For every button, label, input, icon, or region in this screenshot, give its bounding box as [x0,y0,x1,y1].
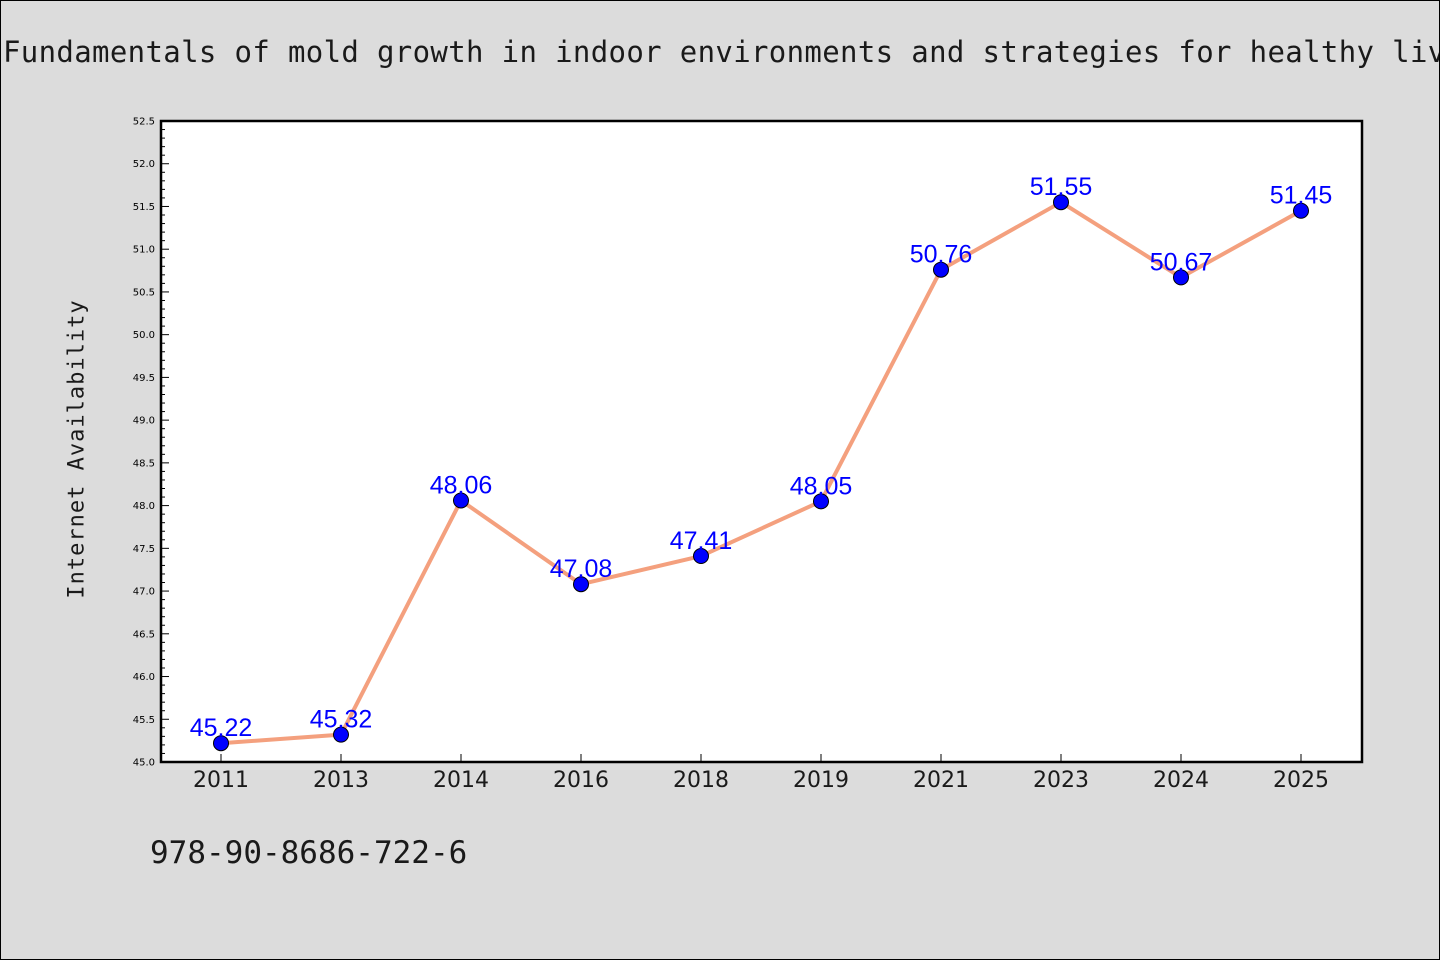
data-label: 50.76 [910,241,973,269]
x-tick-label: 2024 [1153,768,1209,793]
plot-frame [159,119,1364,764]
y-tick-label: 49.5 [133,373,155,384]
isbn-text: 978-90-8686-722-6 [150,835,468,871]
plot-area [161,121,1362,762]
x-tick-label: 2016 [553,768,609,793]
y-tick-label: 51.5 [133,202,155,213]
data-label: 48.06 [430,471,493,499]
chart-title: Fundamentals of mold growth in indoor en… [3,35,1440,69]
data-label: 47.08 [550,555,613,583]
series-line [219,200,1303,746]
y-tick-label: 48.0 [133,501,155,512]
x-tick-label: 2018 [673,768,729,793]
y-tick-label: 51.0 [133,245,155,256]
y-tick-label: 52.5 [133,117,155,128]
y-tick-label: 46.5 [133,629,155,640]
data-point [213,735,229,752]
x-tick-label: 2025 [1273,768,1329,793]
data-label: 48.05 [790,472,853,500]
y-tick-label: 46.0 [133,672,155,683]
x-tick-label: 2013 [313,768,369,793]
y-tick-label: 49.0 [133,416,155,427]
data-label: 45.32 [310,706,373,734]
data-label: 47.41 [670,527,733,555]
x-tick-label: 2011 [193,768,249,793]
data-point [693,548,709,565]
y-tick-label: 45.0 [133,758,155,769]
data-label: 51.45 [1270,182,1333,210]
data-point [1173,269,1189,286]
x-tick-label: 2014 [433,768,489,793]
data-point [573,576,589,593]
data-point [1053,194,1069,211]
y-tick-label: 47.0 [133,587,155,598]
data-point [453,492,469,509]
y-tick-label: 50.5 [133,287,155,298]
data-label: 50.67 [1150,248,1213,276]
data-point [933,261,949,278]
y-tick-label: 50.0 [133,330,155,341]
x-tick-label: 2023 [1033,768,1089,793]
data-point [333,726,349,743]
y-tick-label: 47.5 [133,544,155,555]
data-point [813,493,829,510]
y-tick-label: 45.5 [133,715,155,726]
x-tick-label: 2021 [913,768,969,793]
data-label: 51.55 [1030,173,1093,201]
data-label: 45.22 [190,714,253,742]
y-tick-label: 52.0 [133,159,155,170]
y-tick-label: 48.5 [133,458,155,469]
x-tick-label: 2019 [793,768,849,793]
data-point [1293,202,1309,219]
